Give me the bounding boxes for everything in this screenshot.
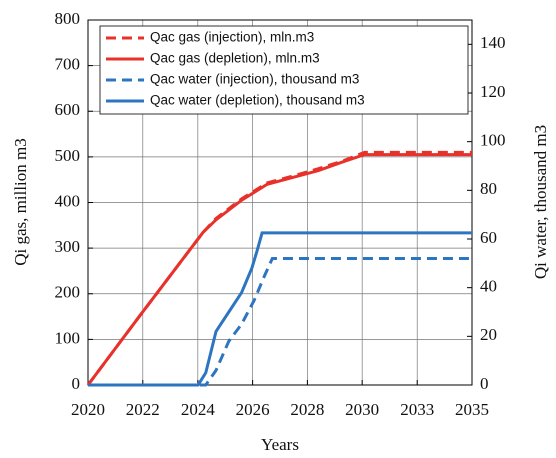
x-tick-label: 2022 bbox=[126, 400, 160, 419]
x-tick-label: 2035 bbox=[455, 400, 489, 419]
y2-axis-label: Qi water, thousand m3 bbox=[531, 125, 550, 279]
series-line bbox=[86, 153, 472, 386]
legend-label: Qac water (depletion), thousand m3 bbox=[150, 93, 365, 108]
y2-tick-label: 100 bbox=[480, 131, 506, 150]
y-tick-label: 600 bbox=[55, 100, 81, 119]
series-line bbox=[86, 150, 472, 386]
series-line bbox=[88, 256, 472, 387]
x-tick-label: 2028 bbox=[290, 400, 324, 419]
x-tick-label: 2024 bbox=[181, 400, 216, 419]
y2-tick-label: 140 bbox=[480, 33, 506, 52]
x-tick-label: 2020 bbox=[71, 400, 105, 419]
y-tick-label: 700 bbox=[55, 55, 81, 74]
legend-box bbox=[99, 25, 469, 115]
y2-tick-label: 20 bbox=[480, 325, 497, 344]
y-tick-label: 800 bbox=[55, 9, 81, 28]
y-tick-label: 100 bbox=[55, 328, 81, 347]
y2-tick-label: 40 bbox=[480, 277, 497, 296]
y2-tick-label: 80 bbox=[480, 179, 497, 198]
legend-label: Qac water (injection), thousand m3 bbox=[150, 72, 359, 87]
x-tick-label: 2033 bbox=[400, 400, 434, 419]
y-tick-label: 400 bbox=[55, 191, 81, 210]
y-tick-label: 0 bbox=[72, 374, 81, 393]
y2-tick-label: 120 bbox=[480, 82, 506, 101]
series-line bbox=[88, 231, 472, 387]
legend-label: Qac gas (depletion), mln.m3 bbox=[150, 51, 320, 66]
x-tick-label: 2026 bbox=[236, 400, 270, 419]
y-tick-label: 200 bbox=[55, 283, 81, 302]
x-tick-label: 2030 bbox=[345, 400, 379, 419]
y2-tick-label: 0 bbox=[480, 374, 489, 393]
y-axis-label: Qi gas, million m3 bbox=[11, 138, 30, 266]
y2-tick-label: 60 bbox=[480, 228, 497, 247]
x-axis-label: Years bbox=[261, 435, 299, 454]
legend-label: Qac gas (injection), mln.m3 bbox=[150, 30, 314, 45]
y-tick-label: 300 bbox=[55, 237, 81, 256]
y-tick-label: 500 bbox=[55, 146, 81, 165]
plot-frame bbox=[87, 19, 473, 386]
